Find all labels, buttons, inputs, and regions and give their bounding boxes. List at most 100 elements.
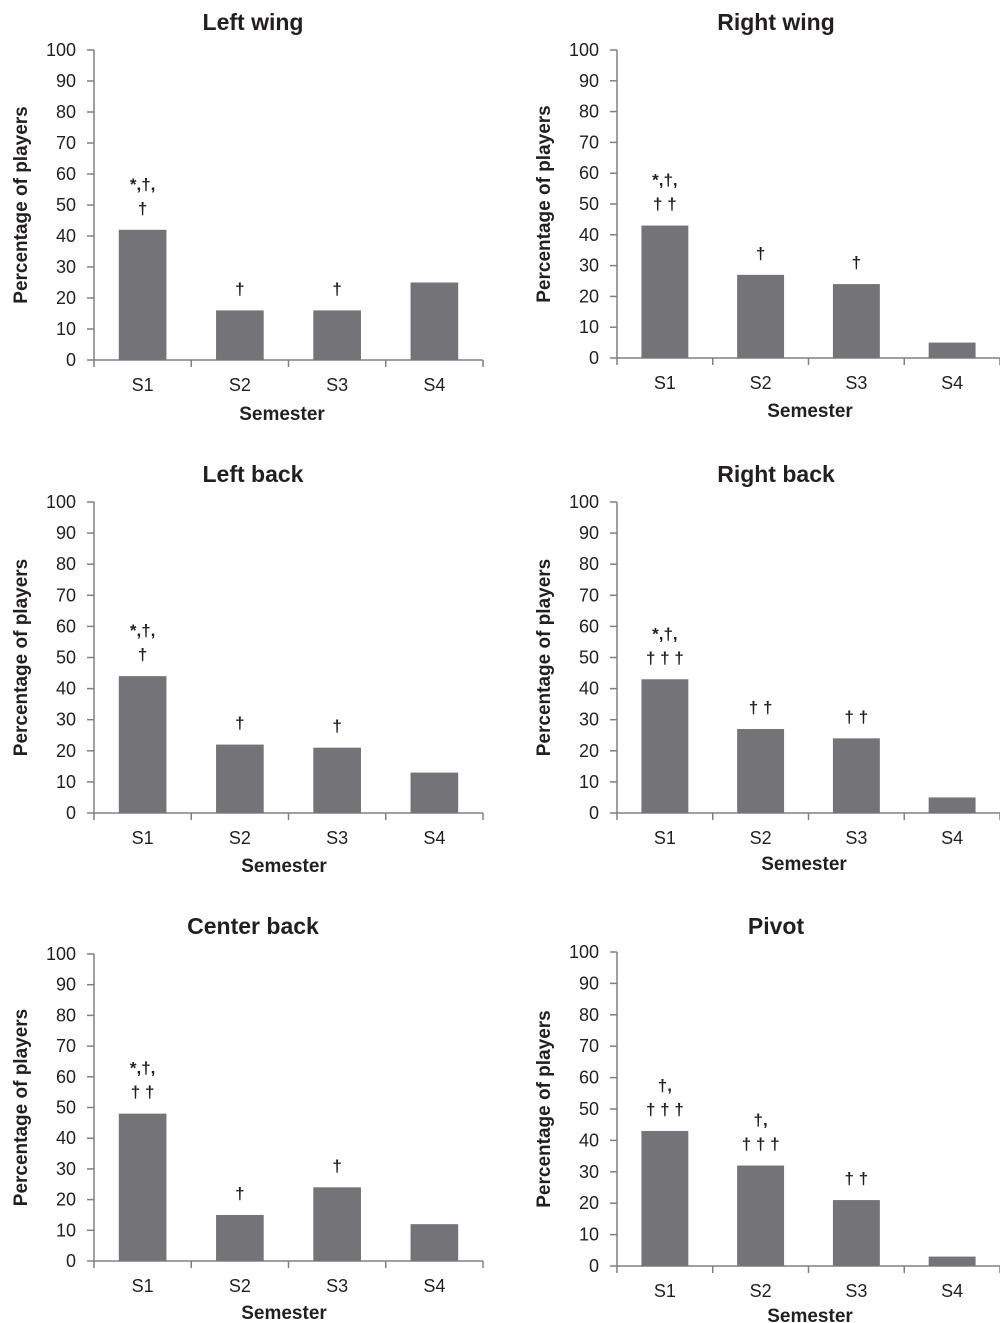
y-tick-label: 0 (589, 348, 599, 368)
chart-panel-4: Right back Percentage of players Semester 0… (534, 461, 1000, 875)
y-tick-label: 30 (56, 710, 76, 730)
x-tick-label: S2 (750, 373, 772, 393)
significance-annotation: *,†, (652, 624, 678, 643)
y-tick-label: 90 (56, 523, 76, 543)
significance-annotation: † (332, 1156, 341, 1175)
y-tick-label: 20 (579, 1193, 599, 1213)
x-tick-label: S3 (845, 373, 867, 393)
y-tick-label: 0 (589, 1256, 599, 1276)
y-tick-label: 20 (56, 1190, 76, 1210)
y-tick-label: 80 (579, 102, 599, 122)
y-tick-label: 70 (56, 133, 76, 153)
y-tick-label: 100 (569, 942, 599, 962)
significance-annotation: *,†, (130, 621, 156, 640)
significance-annotation: † (332, 717, 341, 736)
significance-annotation: † † † (742, 1135, 780, 1154)
y-tick-label: 10 (579, 1225, 599, 1245)
x-tick-label: S4 (941, 1281, 963, 1301)
bar-s1 (118, 229, 167, 360)
y-tick-label: 10 (56, 772, 76, 792)
y-tick-label: 70 (579, 1036, 599, 1056)
x-tick-label: S1 (132, 375, 154, 395)
x-axis-label: Semester (241, 856, 327, 877)
bar-s3 (313, 1187, 361, 1261)
significance-annotation: † † (749, 698, 773, 717)
y-axis-label: Percentage of players (534, 559, 555, 756)
bar-s2 (737, 729, 785, 813)
y-tick-label: 50 (56, 1098, 76, 1118)
y-tick-label: 10 (579, 772, 599, 792)
significance-annotation: † (235, 1184, 244, 1203)
x-tick-label: S4 (423, 375, 445, 395)
y-tick-label: 90 (56, 71, 76, 91)
chart-title: Left back (203, 461, 304, 487)
x-tick-label: S3 (326, 828, 348, 848)
y-tick-label: 10 (56, 319, 76, 339)
significance-annotation: † † (845, 1169, 869, 1188)
significance-annotation: † (138, 645, 147, 664)
y-tick-label: 40 (579, 1130, 599, 1150)
bar-s4 (928, 1256, 976, 1266)
x-tick-label: S1 (654, 828, 676, 848)
y-tick-label: 70 (56, 1036, 76, 1056)
significance-annotation: † (332, 279, 341, 298)
y-tick-label: 60 (56, 1067, 76, 1087)
y-tick-label: 70 (579, 585, 599, 605)
y-tick-label: 10 (579, 317, 599, 337)
y-tick-label: 100 (46, 40, 76, 60)
y-tick-label: 90 (579, 973, 599, 993)
y-axis-label: Percentage of players (11, 1009, 32, 1206)
significance-annotation: † (756, 244, 765, 263)
x-tick-label: S1 (654, 1281, 676, 1301)
chart-title: Pivot (748, 913, 805, 939)
significance-annotation: † (852, 253, 861, 272)
y-axis-label: Percentage of players (534, 1010, 555, 1207)
bar-s4 (928, 342, 976, 358)
y-tick-label: 60 (56, 164, 76, 184)
x-axis-label: Semester (767, 1306, 853, 1323)
y-tick-label: 50 (579, 648, 599, 668)
bar-s1 (641, 1130, 689, 1266)
y-tick-label: 70 (56, 585, 76, 605)
y-tick-label: 50 (56, 195, 76, 215)
chart-panel-5: Center back Percentage of players Semester… (11, 913, 484, 1323)
chart-panel-1: Left wing Percentage of players Semester 0 1… (11, 9, 484, 425)
y-axis-label: Percentage of players (11, 106, 32, 303)
bar-s4 (410, 1224, 459, 1261)
y-tick-label: 0 (66, 350, 76, 370)
x-tick-label: S4 (423, 1276, 445, 1296)
chart-panel-6: Pivot Percentage of players Semester 0 10 20 3… (534, 913, 1000, 1323)
y-tick-label: 40 (579, 225, 599, 245)
x-tick-label: S3 (326, 375, 348, 395)
x-axis-label: Semester (767, 401, 853, 422)
significance-annotation: † † (131, 1083, 155, 1102)
y-tick-label: 40 (579, 679, 599, 699)
x-tick-label: S4 (941, 828, 963, 848)
y-tick-label: 60 (579, 1068, 599, 1088)
y-tick-label: 50 (579, 194, 599, 214)
y-tick-label: 90 (56, 975, 76, 995)
x-tick-label: S4 (423, 828, 445, 848)
significance-annotation: † † † (646, 1100, 684, 1119)
bar-s3 (832, 738, 880, 813)
y-tick-label: 60 (579, 163, 599, 183)
y-tick-label: 100 (46, 492, 76, 512)
significance-annotation: *,†, (130, 175, 156, 194)
x-tick-label: S4 (941, 373, 963, 393)
y-tick-label: 80 (56, 1005, 76, 1025)
x-tick-label: S1 (132, 1276, 154, 1296)
y-tick-label: 10 (56, 1220, 76, 1240)
x-tick-label: S2 (750, 828, 772, 848)
y-tick-label: 70 (579, 132, 599, 152)
bar-s1 (641, 225, 689, 358)
bar-s3 (832, 1200, 880, 1266)
bar-s4 (410, 282, 459, 360)
bar-s2 (216, 310, 264, 360)
y-tick-label: 30 (56, 1159, 76, 1179)
chart-title: Right wing (717, 9, 835, 35)
bar-s3 (313, 310, 361, 360)
y-tick-label: 90 (579, 71, 599, 91)
bar-s2 (737, 274, 785, 358)
x-tick-label: S3 (845, 828, 867, 848)
x-tick-label: S2 (229, 1276, 251, 1296)
